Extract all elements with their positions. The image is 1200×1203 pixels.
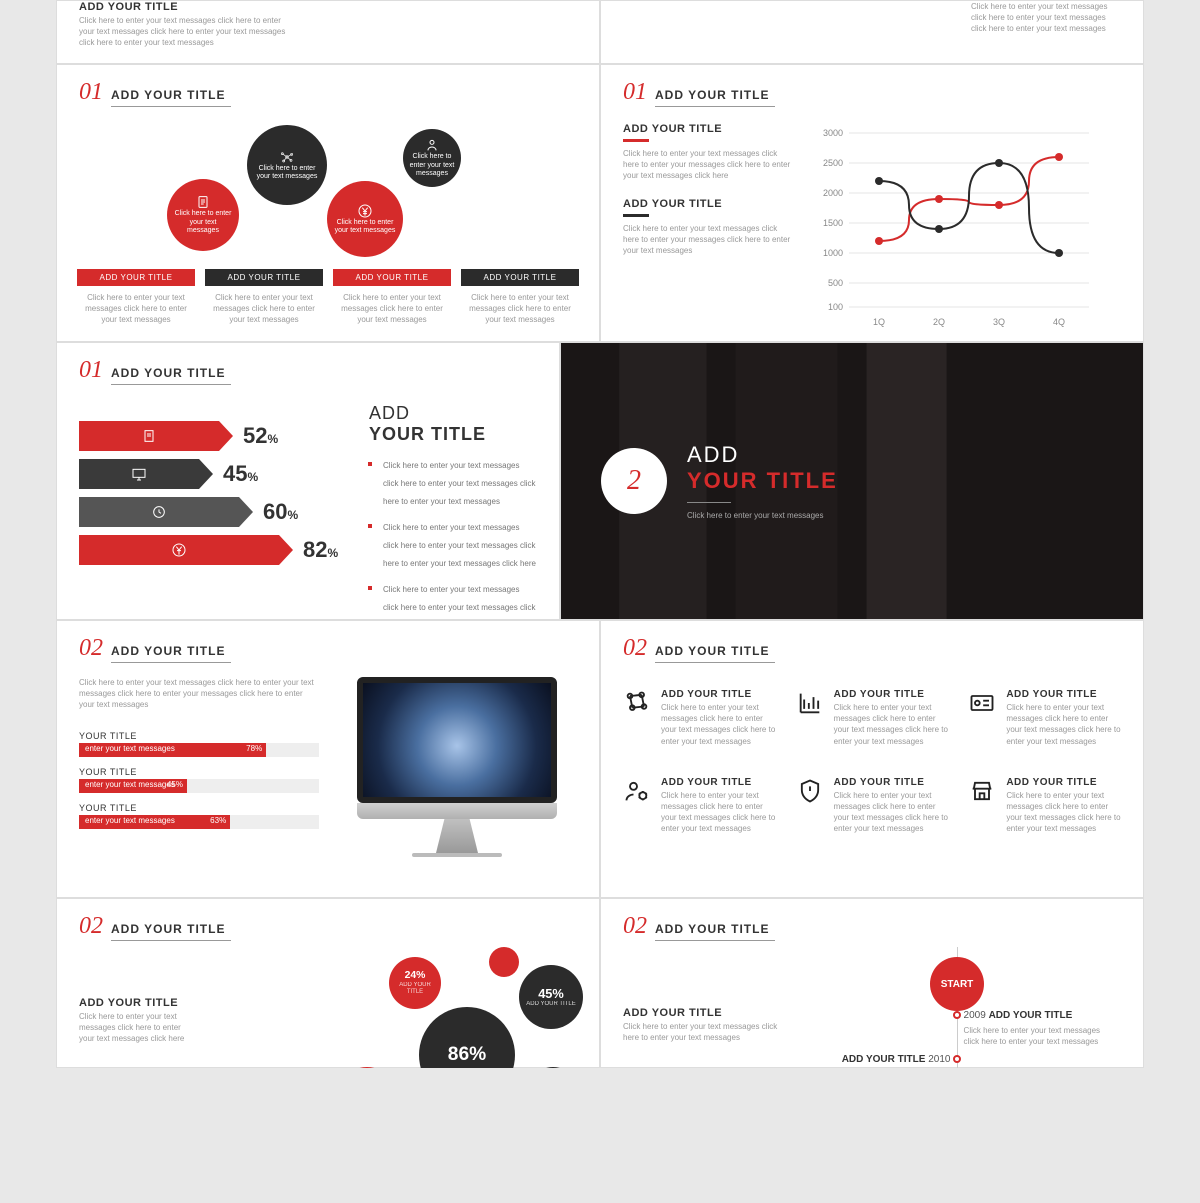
bubble: 86% (419, 1007, 515, 1068)
svg-text:2000: 2000 (823, 188, 843, 198)
top-left-body: Click here to enter your text messages c… (79, 15, 289, 49)
bar-4 (79, 535, 279, 565)
btn-1[interactable]: ADD YOUR TITLE (77, 269, 195, 286)
svg-text:500: 500 (828, 278, 843, 288)
card-icon (968, 689, 996, 717)
timeline-node (953, 1055, 961, 1063)
heading-2: YOUR TITLE (369, 424, 537, 445)
arrow-bars: 52% 45% 60% 82% (79, 403, 349, 633)
user-gear-icon (623, 777, 651, 805)
doc-icon (141, 428, 157, 444)
bar-1 (79, 421, 219, 451)
slide-arrowbars: 01ADD YOUR TITLE 52% 45% 60% 82% ADD YOU… (56, 342, 560, 620)
svg-text:1000: 1000 (823, 248, 843, 258)
btn-2[interactable]: ADD YOUR TITLE (205, 269, 323, 286)
yen-icon (357, 203, 373, 219)
section-number-badge: 2 (601, 448, 667, 514)
store-icon (968, 777, 996, 805)
feature-item: ADD YOUR TITLEClick here to enter your t… (623, 777, 776, 835)
feature-item: ADD YOUR TITLEClick here to enter your t… (796, 689, 949, 747)
timeline-start: START (930, 957, 984, 1011)
timeline-entry: ADD YOUR TITLE 2010 (800, 1049, 951, 1067)
slide-imac: 02ADD YOUR TITLE Click here to enter you… (56, 620, 600, 898)
svg-text:2Q: 2Q (933, 317, 945, 327)
person-icon (424, 137, 440, 153)
feature-item: ADD YOUR TITLEClick here to enter your t… (968, 777, 1121, 835)
svg-text:4Q: 4Q (1053, 317, 1065, 327)
feature-item: ADD YOUR TITLEClick here to enter your t… (968, 689, 1121, 747)
sec-title: ADD YOUR TITLE (111, 88, 231, 107)
feature-item: ADD YOUR TITLEClick here to enter your t… (623, 689, 776, 747)
circle-2: Click here to enter your text messages (247, 125, 327, 205)
svg-text:100: 100 (828, 302, 843, 312)
divider-heading-1: ADD (687, 442, 838, 468)
svg-text:3000: 3000 (823, 128, 843, 138)
feature-item: ADD YOUR TITLEClick here to enter your t… (796, 777, 949, 835)
monitor-icon (131, 466, 147, 482)
svg-text:1Q: 1Q (873, 317, 885, 327)
yen-icon (171, 542, 187, 558)
circle-3: Click here to enter your text messages (327, 181, 403, 257)
s5-body: Click here to enter your text messages c… (79, 677, 319, 711)
clock-icon (151, 504, 167, 520)
bar-2 (79, 459, 199, 489)
bubble: 45%ADD YOUR TITLE (519, 965, 583, 1029)
top-right-body: Click here to enter your text messages c… (971, 1, 1121, 53)
slide-section-divider: 2 ADD YOUR TITLE Click here to enter you… (560, 342, 1144, 620)
slide-circles: 01 ADD YOUR TITLE Click here to enter you… (56, 64, 600, 342)
slide-bubbles: 02ADD YOUR TITLE ADD YOUR TITLE Click he… (56, 898, 600, 1068)
btn-4[interactable]: ADD YOUR TITLE (461, 269, 579, 286)
shield-icon (796, 777, 824, 805)
pct-3: 60% (263, 499, 298, 525)
line-chart: 100 500 1000 1500 2000 2500 3000 1Q 2Q 3Q 4Q (809, 123, 1099, 333)
pct-1: 52% (243, 423, 278, 449)
pct-4: 82% (303, 537, 338, 563)
timeline-entry: 2009 ADD YOUR TITLE Click here to enter … (964, 1005, 1115, 1047)
network-icon (279, 149, 295, 165)
progress-bar: YOUR TITLE enter your text messages78% (79, 731, 319, 757)
timeline-node (953, 1011, 961, 1019)
svg-text:3Q: 3Q (993, 317, 1005, 327)
svg-text:1500: 1500 (823, 218, 843, 228)
slide-linechart: 01ADD YOUR TITLE ADD YOUR TITLEClick her… (600, 64, 1144, 342)
bubble: 24% (339, 1067, 395, 1068)
divider-heading-2: YOUR TITLE (687, 468, 838, 494)
doc-icon (195, 194, 211, 210)
slide-features: 02ADD YOUR TITLE ADD YOUR TITLEClick her… (600, 620, 1144, 898)
top-left-title: ADD YOUR TITLE (79, 1, 577, 13)
molecule-icon (623, 689, 651, 717)
circle-4: Click here to enter your text messages (403, 129, 461, 187)
button-row: ADD YOUR TITLEClick here to enter your t… (57, 259, 599, 336)
progress-bar: YOUR TITLE enter your text messages63% (79, 803, 319, 829)
divider-body: Click here to enter your text messages (687, 511, 838, 520)
imac-mockup (357, 677, 557, 857)
bubble: 18% (529, 1067, 577, 1068)
heading-1: ADD (369, 403, 537, 424)
bubble: 24%ADD YOUR TITLE (389, 957, 441, 1009)
btn-3[interactable]: ADD YOUR TITLE (333, 269, 451, 286)
progress-bar: YOUR TITLE enter your text messages45% (79, 767, 319, 793)
bar-3 (79, 497, 239, 527)
template-canvas: ADD YOUR TITLE Click here to enter your … (56, 0, 1144, 1068)
circle-1: Click here to enter your text messages (167, 179, 239, 251)
svg-text:2500: 2500 (823, 158, 843, 168)
slide-timeline: 02ADD YOUR TITLE ADD YOUR TITLE Click he… (600, 898, 1144, 1068)
bubble (489, 947, 519, 977)
sec-num: 01 (79, 79, 103, 106)
chart-icon (796, 689, 824, 717)
pct-2: 45% (223, 461, 258, 487)
